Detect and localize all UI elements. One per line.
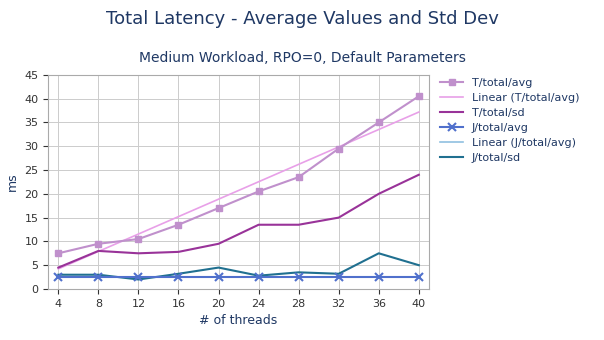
J/total/sd [95, 273, 102, 277]
J/total/avg [295, 275, 302, 279]
T/total/sd [55, 266, 62, 270]
T/total/avg [55, 251, 62, 255]
J/total/sd [55, 273, 62, 277]
Linear (J/total/avg) [275, 275, 283, 279]
J/total/sd [255, 274, 262, 278]
J/total/sd [295, 270, 302, 274]
T/total/sd [215, 242, 222, 246]
J/total/sd [375, 251, 382, 255]
Y-axis label: ms: ms [6, 173, 19, 191]
J/total/avg [215, 275, 222, 279]
J/total/sd [215, 266, 222, 270]
T/total/sd [175, 250, 182, 254]
T/total/avg [335, 147, 342, 151]
J/total/avg [175, 275, 182, 279]
Linear (J/total/avg) [269, 275, 277, 279]
J/total/avg [375, 275, 382, 279]
T/total/avg [375, 120, 382, 124]
X-axis label: # of threads: # of threads [199, 314, 278, 327]
J/total/avg [55, 275, 62, 279]
T/total/sd [95, 249, 102, 253]
Linear (J/total/avg) [415, 275, 422, 279]
J/total/sd [175, 272, 182, 276]
Linear (J/total/avg) [56, 275, 63, 279]
Linear (J/total/avg) [408, 275, 415, 279]
Linear (J/total/avg) [382, 275, 389, 279]
J/total/sd [135, 277, 142, 282]
T/total/avg [215, 206, 222, 210]
T/total/avg [415, 94, 422, 98]
T/total/sd [295, 223, 302, 227]
T/total/sd [415, 173, 422, 177]
T/total/sd [335, 216, 342, 220]
Linear (T/total/avg) [359, 135, 366, 139]
T/total/avg [295, 175, 302, 179]
Text: Medium Workload, RPO=0, Default Parameters: Medium Workload, RPO=0, Default Paramete… [138, 51, 466, 65]
J/total/avg [335, 275, 342, 279]
T/total/avg [175, 223, 182, 227]
T/total/sd [375, 192, 382, 196]
Linear (T/total/avg) [275, 171, 283, 175]
Linear (T/total/avg) [415, 110, 422, 114]
T/total/sd [135, 251, 142, 255]
J/total/sd [335, 272, 342, 276]
Line: T/total/avg: T/total/avg [55, 93, 422, 257]
Line: T/total/sd: T/total/sd [59, 175, 419, 268]
Legend: T/total/avg, Linear (T/total/avg), T/total/sd, J/total/avg, Linear (J/total/avg): T/total/avg, Linear (T/total/avg), T/tot… [438, 76, 581, 166]
Linear (T/total/avg) [269, 173, 277, 177]
J/total/sd [415, 263, 422, 267]
J/total/avg [255, 275, 262, 279]
Linear (T/total/avg) [382, 125, 389, 129]
J/total/avg [135, 275, 142, 279]
J/total/avg [95, 275, 102, 279]
Linear (J/total/avg) [55, 275, 62, 279]
Linear (T/total/avg) [56, 266, 63, 270]
T/total/sd [255, 223, 262, 227]
J/total/avg [415, 275, 422, 279]
Linear (T/total/avg) [55, 267, 62, 271]
T/total/avg [135, 237, 142, 241]
T/total/avg [95, 242, 102, 246]
Linear (T/total/avg) [268, 174, 275, 178]
Linear (J/total/avg) [268, 275, 275, 279]
Line: J/total/sd: J/total/sd [59, 253, 419, 279]
Text: Total Latency - Average Values and Std Dev: Total Latency - Average Values and Std D… [106, 10, 498, 28]
Line: Linear (T/total/avg): Linear (T/total/avg) [59, 112, 419, 269]
Linear (J/total/avg) [359, 275, 366, 279]
Line: J/total/avg: J/total/avg [54, 273, 423, 281]
T/total/avg [255, 189, 262, 193]
